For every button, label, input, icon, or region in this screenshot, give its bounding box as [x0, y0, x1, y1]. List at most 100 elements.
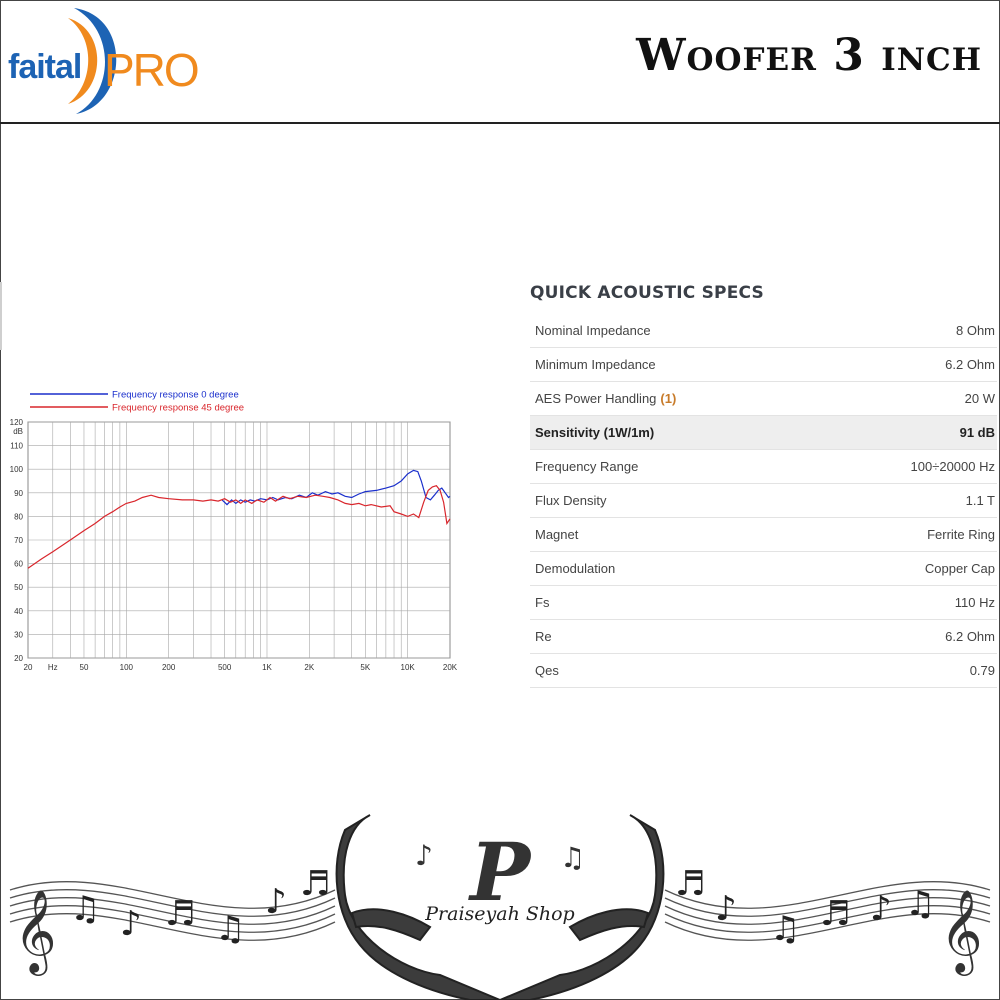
legend-entry: Frequency response 45 degree	[112, 403, 244, 414]
spec-value: Ferrite Ring	[927, 527, 995, 542]
y-tick-label: 50	[14, 583, 23, 592]
praiseyah-shop-banner: 𝄞 𝄞 ♫ ♪ ♬ ♫♪ ♬ ♬♪ ♫ ♬ ♪ ♫ P Praiseyah Shop ♪ ♫	[9, 814, 991, 1000]
y-tick-label: 70	[14, 536, 23, 545]
y-tick-label: 90	[14, 489, 23, 498]
spec-label: Flux Density	[535, 493, 607, 508]
legend-entry: Frequency response 0 degree	[112, 390, 239, 401]
spec-value: 91 dB	[959, 425, 995, 440]
logo-text-right: PRO	[104, 44, 198, 96]
treble-clef-icon: 𝄞	[14, 888, 57, 976]
spec-value: 0.79	[969, 663, 995, 678]
spec-value: 6.2 Ohm	[945, 357, 995, 372]
svg-text:♪: ♪	[870, 889, 892, 929]
x-tick-label: 1K	[262, 663, 272, 672]
spec-value: Copper Cap	[924, 561, 995, 576]
y-tick-label: 120	[10, 418, 24, 427]
x-tick-label: 10K	[401, 663, 416, 672]
spec-row: Minimum Impedance 6.2 Ohm	[530, 348, 997, 382]
specs-table: QUICK ACOUSTIC SPECS Nominal Impedance 8 …	[530, 280, 997, 688]
spec-row: Frequency Range 100÷20000 Hz	[530, 450, 997, 484]
specs-rows: Nominal Impedance 8 Ohm Minimum Impedance 6…	[530, 314, 997, 688]
spec-value: 8 Ohm	[955, 323, 995, 338]
spec-label: Re	[535, 629, 552, 644]
page-title: Woofer 3 inch	[636, 30, 982, 81]
shop-initial: P	[468, 825, 533, 919]
spec-row: Fs 110 Hz	[530, 586, 997, 620]
x-tick-label: 2K	[304, 663, 314, 672]
spec-row: Re 6.2 Ohm	[530, 620, 997, 654]
spec-label-text: AES Power Handling	[535, 391, 657, 406]
y-tick-label: 30	[14, 630, 23, 639]
spec-label-text: Sensitivity (1W/1m)	[535, 425, 655, 440]
svg-text:♪: ♪	[120, 904, 142, 944]
spec-value: 110 Hz	[954, 595, 995, 610]
x-tick-label: 500	[218, 663, 232, 672]
spec-label: Frequency Range	[535, 459, 638, 474]
svg-text:♪: ♪	[265, 882, 287, 922]
x-tick-label: 200	[162, 663, 176, 672]
treble-clef-icon: 𝄞	[940, 888, 983, 976]
spec-label: Nominal Impedance	[535, 323, 651, 338]
y-tick-label: 110	[10, 442, 23, 451]
y-tick-label: 40	[14, 607, 23, 616]
svg-text:♬: ♬	[675, 864, 705, 904]
logo-swoosh-inner	[68, 18, 98, 104]
spec-label: Magnet	[535, 527, 578, 542]
spec-label-text: Fs	[535, 595, 550, 610]
spec-row: Sensitivity (1W/1m) 91 dB	[530, 416, 997, 450]
svg-text:♪: ♪	[715, 889, 737, 929]
spec-label: Demodulation	[535, 561, 615, 576]
spec-value: 20 W	[964, 391, 995, 406]
spec-value: 100÷20000 Hz	[910, 459, 995, 474]
y-tick-label: 20	[14, 654, 23, 663]
y-axis-label: dB	[13, 427, 23, 436]
spec-value: 6.2 Ohm	[945, 629, 995, 644]
svg-text:♬: ♬	[820, 894, 850, 934]
logo-swoosh-outer	[74, 8, 117, 114]
spec-label: Qes	[535, 663, 559, 678]
spec-row: Flux Density 1.1 T	[530, 484, 997, 518]
header-divider	[0, 122, 1000, 124]
spec-row: Nominal Impedance 8 Ohm	[530, 314, 997, 348]
spec-row: AES Power Handling (1) 20 W	[530, 382, 997, 416]
series-line-1	[27, 485, 451, 569]
spec-row: Demodulation Copper Cap	[530, 552, 997, 586]
y-tick-label: 80	[14, 512, 23, 521]
x-tick-label: 20	[24, 663, 33, 672]
specs-heading: QUICK ACOUSTIC SPECS	[530, 283, 764, 303]
spec-label: AES Power Handling (1)	[535, 391, 676, 406]
spec-label-text: Magnet	[535, 527, 579, 542]
spec-row: Qes 0.79	[530, 654, 997, 688]
series-line-0	[221, 469, 451, 506]
svg-text:♫: ♫	[215, 909, 245, 949]
music-note-icon: ♫	[560, 841, 585, 874]
x-tick-label: 50	[80, 663, 89, 672]
spec-label-text: Nominal Impedance	[535, 323, 651, 338]
svg-text:♫: ♫	[770, 909, 800, 949]
svg-text:♫: ♫	[70, 889, 100, 929]
spec-footnote: (1)	[660, 391, 677, 406]
shop-name: Praiseyah Shop	[424, 903, 574, 925]
svg-text:♬: ♬	[165, 894, 195, 934]
spec-label: Minimum Impedance	[535, 357, 656, 372]
spec-label-text: Qes	[535, 663, 559, 678]
spec-label-text: Demodulation	[535, 561, 616, 576]
spec-row: Magnet Ferrite Ring	[530, 518, 997, 552]
x-tick-label: 100	[120, 663, 134, 672]
svg-text:♬: ♬	[300, 864, 330, 904]
spec-label: Sensitivity (1W/1m)	[535, 425, 654, 440]
x-tick-label: 5K	[360, 663, 370, 672]
spec-label-text: Flux Density	[535, 493, 607, 508]
spec-value: 1.1 T	[965, 493, 995, 508]
music-staff-icon	[9, 881, 991, 941]
x-tick-label: Hz	[48, 663, 58, 672]
music-note-icon: ♫ ♪ ♬ ♫♪ ♬ ♬♪ ♫ ♬ ♪ ♫	[70, 864, 935, 949]
x-tick-label: 20K	[443, 663, 458, 672]
music-note-icon: ♪	[415, 839, 433, 872]
y-tick-label: 100	[10, 465, 24, 474]
svg-text:♫: ♫	[905, 884, 935, 924]
spec-label: Fs	[535, 595, 549, 610]
edge-marker	[0, 282, 2, 350]
logo-text-left: faital	[8, 48, 81, 86]
